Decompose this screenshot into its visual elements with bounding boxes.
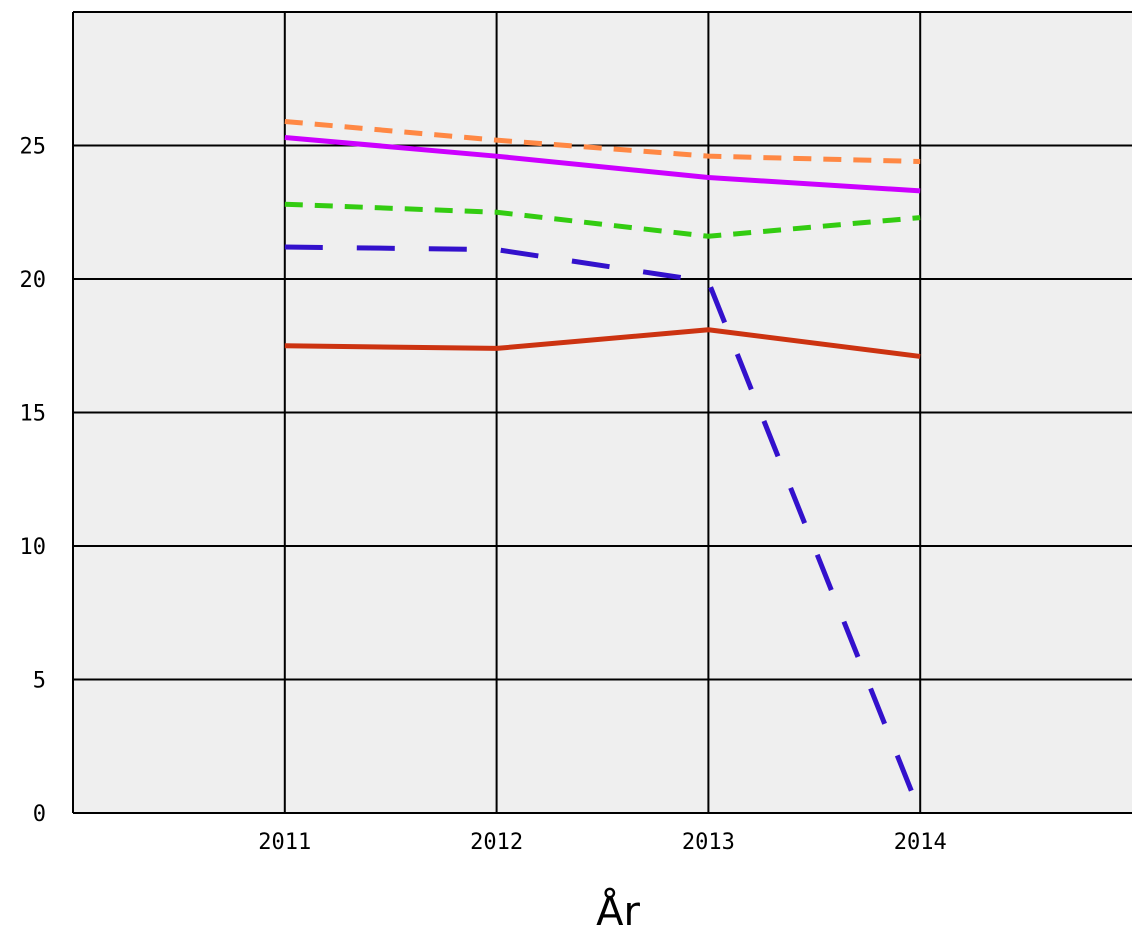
series-layer	[284, 118, 923, 814]
series-line-2	[284, 134, 921, 194]
x-axis-title: År	[596, 887, 640, 929]
y-tick-label: 0	[33, 802, 46, 827]
series-line-3	[284, 201, 921, 239]
y-tick-label: 10	[20, 535, 47, 560]
y-axis-tick-labels: 0 5 10 15 20 25	[20, 135, 47, 828]
y-tick-label: 20	[20, 268, 47, 293]
x-tick-label: 2013	[682, 830, 735, 855]
y-tick-label: 5	[33, 669, 46, 694]
y-tick-label: 15	[20, 402, 47, 427]
series-line-5	[284, 327, 921, 359]
y-tick-label: 25	[20, 135, 47, 160]
x-tick-label: 2014	[894, 830, 947, 855]
series-line-1	[284, 118, 921, 165]
grid-lines	[72, 11, 1132, 814]
x-tick-label: 2012	[470, 830, 523, 855]
series-line-4	[284, 244, 923, 814]
x-axis-tick-labels: 2011 2012 2013 2014	[258, 830, 946, 855]
x-tick-label: 2011	[258, 830, 311, 855]
